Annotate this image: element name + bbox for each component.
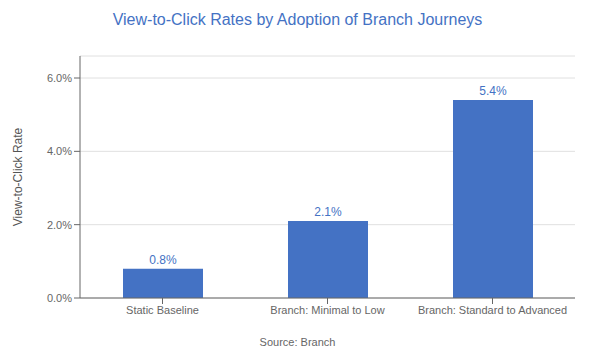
svg-text:6.0%: 6.0% (47, 72, 72, 84)
svg-text:2.1%: 2.1% (314, 205, 342, 219)
svg-text:0.0%: 0.0% (47, 292, 72, 304)
html-text:View-to-Click Rates by Adoptio: View-to-Click Rates by Adoption of Branc… (112, 11, 483, 28)
svg-text:0.8%: 0.8% (149, 253, 177, 267)
svg-text:Branch: Minimal to Low: Branch: Minimal to Low (270, 304, 384, 316)
svg-text:5.4%: 5.4% (479, 84, 507, 98)
svg-text:2.0%: 2.0% (47, 219, 72, 231)
svg-text:Static Baseline: Static Baseline (126, 304, 199, 316)
svg-text:View-to-Click Rate: View-to-Click Rate (11, 127, 25, 226)
svg-text:Branch: Standard to Advanced: Branch: Standard to Advanced (418, 304, 567, 316)
svg-text:4.0%: 4.0% (47, 145, 72, 157)
html-text:Source: Branch: Source: Branch (259, 336, 336, 348)
